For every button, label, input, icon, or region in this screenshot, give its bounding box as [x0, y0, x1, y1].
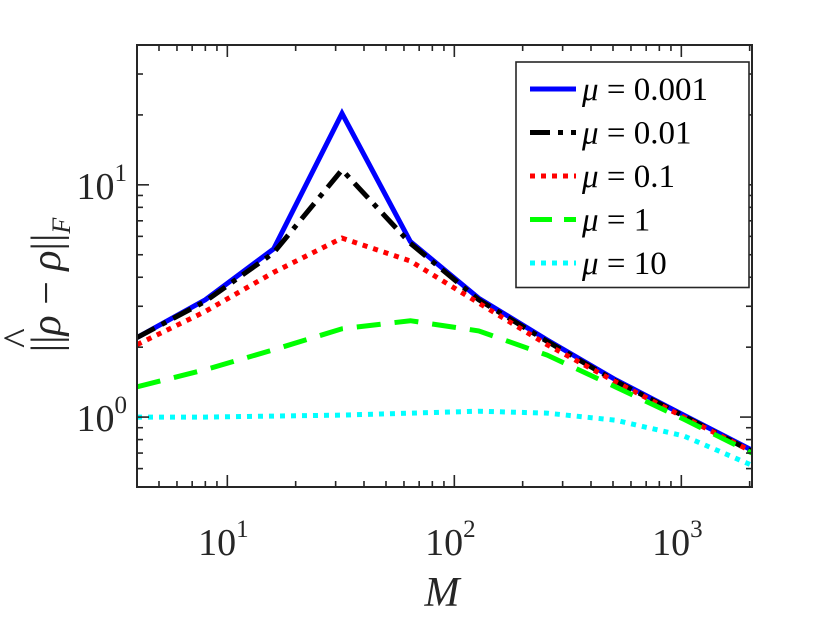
series-line-3: [137, 318, 752, 456]
x-tick-label: 103: [652, 516, 703, 564]
series-layer: [137, 107, 752, 468]
y-label-open: ||: [24, 335, 70, 352]
y-axis-label: ||ρ − ρ||F ^: [0, 217, 76, 353]
legend-label-0: μ = 0.001: [581, 72, 708, 108]
y-label-minus: −: [24, 271, 70, 316]
y-label-rho-hat: ρ: [24, 315, 70, 337]
x-tick-label: 102: [425, 516, 476, 564]
y-label-close: ||: [24, 234, 70, 251]
legend-label-3: μ = 1: [581, 203, 650, 239]
y-tick-label: 101: [77, 160, 128, 208]
series-line-2: [137, 235, 752, 454]
y-label-rho: ρ: [24, 250, 70, 272]
series-line-4: [137, 408, 752, 468]
legend-label-2: μ = 0.1: [581, 159, 675, 195]
legend: μ = 0.001 μ = 0.01 μ = 0.1 μ = 1 μ = 10: [515, 61, 750, 289]
x-axis-label: M: [424, 570, 462, 616]
y-label-hat: ^: [0, 328, 42, 348]
y-label-subscript: F: [47, 217, 76, 235]
svg-text:||ρ − ρ||F: ||ρ − ρ||F: [24, 217, 76, 353]
x-tick-label: 101: [198, 516, 249, 564]
ticks-layer: 101 102 103 100 101: [77, 44, 752, 564]
y-tick-label: 100: [77, 392, 128, 440]
legend-label-4: μ = 10: [581, 246, 667, 282]
legend-label-1: μ = 0.01: [581, 116, 691, 152]
series-line-1: [137, 166, 752, 454]
